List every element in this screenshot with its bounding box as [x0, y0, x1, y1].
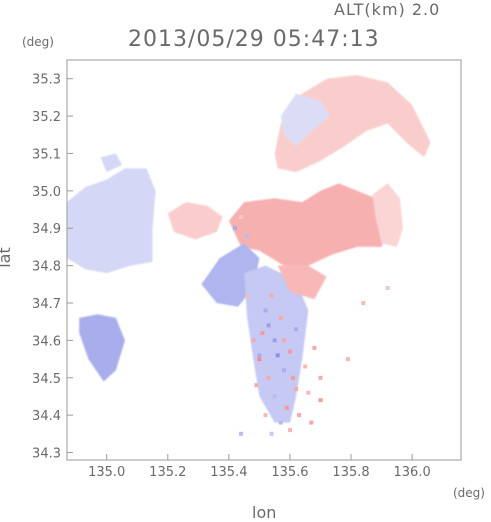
echo-pixel	[361, 301, 366, 305]
x-axis-label: lon	[252, 503, 277, 522]
echo-region-west-block	[67, 168, 156, 274]
echo-pixel	[239, 215, 244, 219]
echo-pixel	[281, 368, 286, 373]
y-tick-label: 34.4	[32, 409, 61, 424]
echo-pixel	[254, 383, 259, 388]
echo-pixel	[303, 364, 308, 369]
echo-region-center-south-west	[201, 243, 260, 307]
echo-region-center-band	[228, 183, 388, 266]
y-tick-label: 35.3	[32, 73, 61, 88]
y-unit-label: (deg)	[22, 35, 54, 49]
echo-pixel	[312, 345, 317, 350]
y-tick-label: 34.6	[32, 334, 61, 349]
echo-pixel	[278, 420, 283, 425]
echo-pixel	[294, 327, 299, 332]
x-tick-label: 135.0	[88, 465, 125, 480]
echo-pixel	[385, 286, 390, 290]
y-tick-label: 34.5	[32, 372, 61, 387]
echo-pixel	[263, 308, 268, 313]
echo-pixel	[257, 353, 262, 358]
y-tick-label: 34.7	[32, 297, 61, 312]
echo-region-south-tail	[244, 265, 309, 423]
echo-pixel	[266, 375, 271, 380]
echo-pixel	[288, 349, 292, 354]
chart-title: 2013/05/29 05:47:13	[128, 27, 380, 52]
echo-pixel	[260, 330, 265, 335]
echo-region-northwest-speck	[100, 153, 122, 173]
echo-pixel	[281, 338, 286, 343]
x-tick-label: 136.0	[394, 465, 431, 480]
y-tick-label: 35.2	[32, 110, 61, 125]
x-tick-label: 135.6	[271, 465, 308, 480]
echo-pixel	[239, 431, 244, 436]
echo-pixel	[297, 413, 302, 418]
echo-pixel	[269, 431, 274, 436]
x-tick-label: 135.2	[149, 465, 186, 480]
echo-region-southwest-cell	[79, 314, 125, 382]
echo-pixel	[272, 394, 277, 399]
echo-pixel	[251, 338, 256, 343]
echo-pixel	[346, 357, 350, 362]
echo-pixel	[233, 226, 237, 231]
echo-region-north-arc-core	[280, 93, 330, 146]
echo-pixel	[284, 405, 289, 410]
echo-pixel	[275, 353, 280, 358]
echo-pixel	[269, 293, 274, 298]
y-tick-label: 35.1	[32, 147, 61, 162]
x-tick-label: 135.4	[210, 465, 247, 480]
echo-region-east-fragment	[372, 183, 403, 247]
echo-pixel	[272, 338, 277, 343]
echo-pixel	[245, 293, 250, 298]
echo-pixel	[318, 375, 323, 380]
echo-pixel	[318, 398, 323, 403]
echo-region-south-tail-red	[277, 265, 327, 300]
x-unit-label: (deg)	[453, 486, 485, 500]
x-tick-label: 135.8	[332, 465, 369, 480]
y-tick-label: 35.0	[32, 185, 61, 200]
echo-pixel	[306, 390, 311, 395]
echo-pixel	[288, 428, 292, 433]
echo-pixel	[278, 315, 283, 320]
echo-pixel	[309, 420, 314, 425]
altitude-label: ALT(km) 2.0	[334, 0, 441, 19]
echo-pixel	[266, 323, 271, 328]
echo-region-center-band-edge	[167, 202, 223, 240]
echo-pixel	[257, 357, 262, 362]
y-tick-label: 34.8	[32, 260, 61, 275]
echo-pixel	[263, 413, 268, 418]
y-tick-label: 34.3	[32, 447, 61, 462]
echo-pixel	[291, 375, 295, 380]
echo-pixel	[294, 387, 299, 391]
y-tick-label: 34.9	[32, 222, 61, 237]
echo-pixel	[245, 233, 250, 238]
plot-frame	[66, 59, 462, 461]
